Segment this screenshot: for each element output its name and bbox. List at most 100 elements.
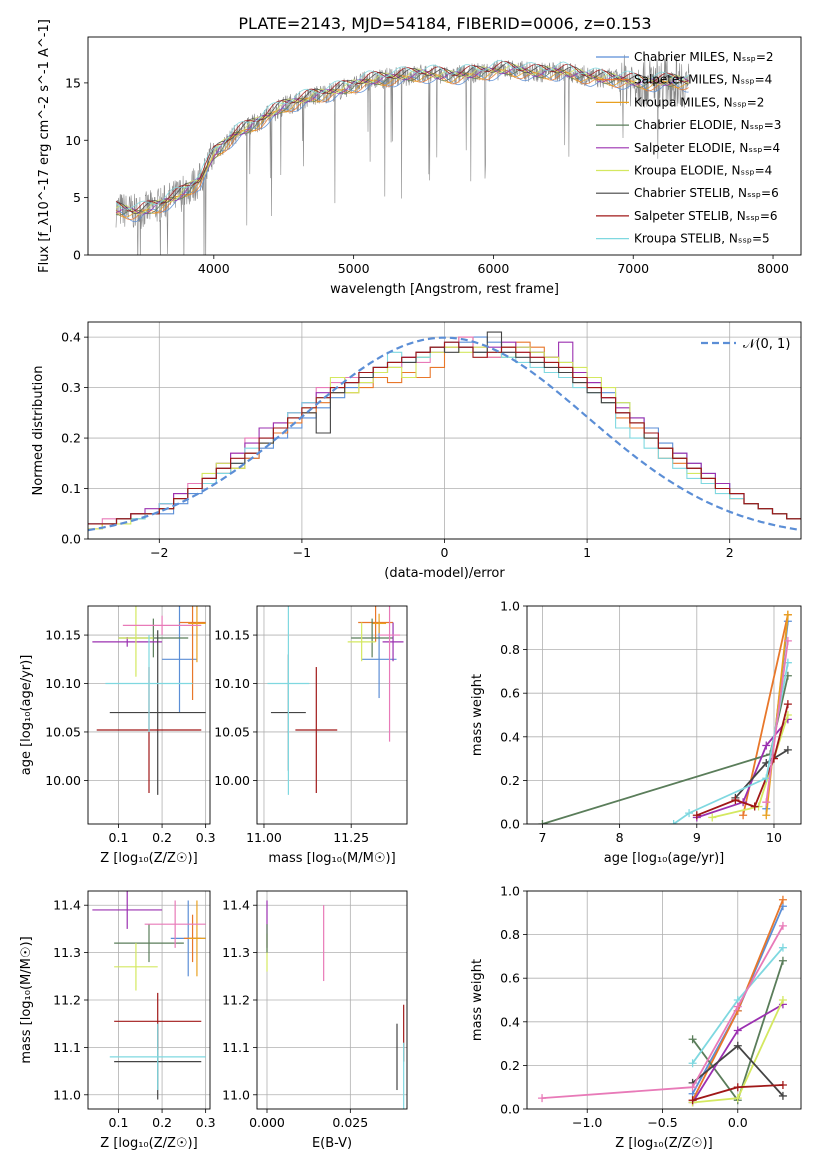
plot-area — [92, 606, 206, 795]
histogram-series — [88, 341, 801, 525]
x-axis-label: Z [log₁₀(Z/Z☉)] — [100, 1136, 197, 1151]
weight-marker — [750, 802, 759, 811]
weight-marker — [731, 796, 740, 805]
y-tick-label: 1.0 — [500, 884, 520, 899]
y-axis-label: mass weight — [470, 959, 485, 1041]
y-tick-label: 0.6 — [500, 686, 520, 701]
weight-marker — [739, 811, 748, 820]
weight-marker — [762, 811, 771, 820]
y-tick-label: 10.05 — [45, 724, 81, 739]
axes-frame — [87, 890, 211, 1110]
y-tick-label: 0.2 — [500, 773, 520, 788]
legend-label: Chabrier STELIB, Nₛₛₚ=6 — [634, 186, 779, 200]
y-axis-label: Normed distribution — [31, 366, 46, 496]
legend-label: Salpeter ELODIE, Nₛₛₚ=4 — [634, 141, 780, 155]
weight-marker — [669, 820, 678, 824]
x-tick-label: 8000 — [757, 261, 789, 276]
model-line — [115, 68, 689, 218]
y-tick-label: 0.6 — [500, 971, 520, 986]
weight-marker — [762, 798, 771, 807]
legend-label: 𝒩(0, 1) — [743, 337, 790, 352]
y-tick-label: 0.0 — [61, 532, 81, 547]
plot-area — [538, 610, 792, 824]
model-line — [115, 69, 689, 220]
weight-marker — [708, 813, 717, 822]
weight-marker — [685, 809, 694, 818]
x-tick-label: 10 — [766, 830, 782, 845]
weight-marker — [538, 1094, 547, 1103]
model-line — [115, 62, 689, 215]
weight-marker — [783, 636, 792, 645]
y-axis-label: mass weight — [470, 674, 485, 756]
axes-frame — [87, 605, 211, 825]
axes-frame — [526, 605, 802, 825]
y-axis-label: mass [log₁₀(M/M☉)] — [19, 936, 34, 1063]
x-tick-label: 1 — [583, 545, 591, 560]
x-tick-label: 0.3 — [196, 830, 216, 845]
y-tick-label: 10.10 — [45, 676, 81, 691]
legend-label: Salpeter MILES, Nₛₛₚ=4 — [634, 73, 772, 87]
y-tick-label: 0.8 — [500, 642, 520, 657]
y-tick-label: 0.0 — [500, 1102, 520, 1117]
chart-mass_vs_ebv: 0.000 0.025 11.0 11.1 11.2 11.3 11.4 E(B-V) — [222, 890, 408, 1151]
weight-marker — [778, 956, 787, 965]
y-axis-label: Flux [f_λ10^-17 erg cm^-2 s^-1 A^-1] — [37, 19, 52, 273]
x-tick-label: 7 — [538, 830, 546, 845]
weight-line — [542, 925, 784, 1099]
y-tick-label: 1.0 — [500, 599, 520, 614]
weight-line — [765, 640, 789, 803]
y-tick-label: 11.2 — [53, 993, 81, 1008]
x-tick-label: 0.1 — [109, 830, 129, 845]
x-axis-label: Z [log₁₀(Z/Z☉)] — [615, 1136, 712, 1151]
y-tick-label: 10.10 — [214, 676, 250, 691]
legend-label: Kroupa MILES, Nₛₛₚ=2 — [634, 95, 764, 109]
y-tick-label: 11.3 — [222, 945, 250, 960]
weight-marker — [688, 1035, 697, 1044]
x-axis-label: age [log₁₀(age/yr)] — [604, 851, 725, 866]
x-axis-label: mass [log₁₀(M/M☉)] — [268, 851, 395, 866]
weight-marker — [688, 1059, 697, 1068]
weight-marker — [783, 745, 792, 754]
x-axis-label: E(B-V) — [312, 1136, 352, 1151]
weight-marker — [733, 1094, 742, 1103]
weight-marker — [688, 1083, 697, 1092]
x-tick-label: 7000 — [617, 261, 649, 276]
y-tick-label: 0.2 — [500, 1058, 520, 1073]
y-tick-label: 0 — [73, 248, 81, 263]
y-tick-label: 11.4 — [53, 898, 81, 913]
gaussian-curve — [88, 336, 801, 532]
axes-frame — [256, 605, 408, 825]
y-tick-label: 11.2 — [222, 993, 250, 1008]
x-tick-label: 11.00 — [246, 830, 282, 845]
weight-marker — [778, 895, 787, 904]
y-tick-label: 10.00 — [45, 773, 81, 788]
x-tick-label: 0.1 — [109, 1115, 129, 1130]
y-tick-label: 0.4 — [500, 1014, 520, 1029]
model-line — [115, 66, 689, 215]
y-tick-label: 10.00 — [214, 773, 250, 788]
x-tick-label: 0.000 — [249, 1115, 285, 1130]
y-tick-label: 11.4 — [222, 898, 250, 913]
chart-mass_vs_Z: 0.1 0.2 0.3 11.0 11.1 11.2 11.3 11.4 Z [log₁₀(Z/… — [19, 890, 216, 1151]
plot-area — [92, 891, 206, 1100]
chart-spectrum: 4000 5000 6000 7000 8000 0 5 10 15 wavelength [An… — [37, 19, 802, 297]
weight-marker — [733, 1083, 742, 1092]
y-tick-label: 0.3 — [61, 380, 81, 395]
y-tick-label: 10.15 — [214, 628, 250, 643]
x-tick-label: 0.3 — [196, 1115, 216, 1130]
plot-area — [115, 54, 690, 255]
y-tick-label: 0.1 — [61, 481, 81, 496]
y-tick-label: 10.15 — [45, 628, 81, 643]
x-tick-label: 0 — [441, 545, 449, 560]
model-line — [116, 70, 689, 223]
x-tick-label: 0.0 — [728, 1115, 748, 1130]
x-tick-label: 0.2 — [152, 1115, 172, 1130]
plot-area — [88, 331, 801, 532]
axes-frame — [526, 890, 802, 1110]
x-tick-label: −0.5 — [647, 1115, 677, 1130]
weight-marker — [778, 943, 787, 952]
x-tick-label: 8 — [616, 830, 624, 845]
y-tick-label: 11.3 — [53, 945, 81, 960]
